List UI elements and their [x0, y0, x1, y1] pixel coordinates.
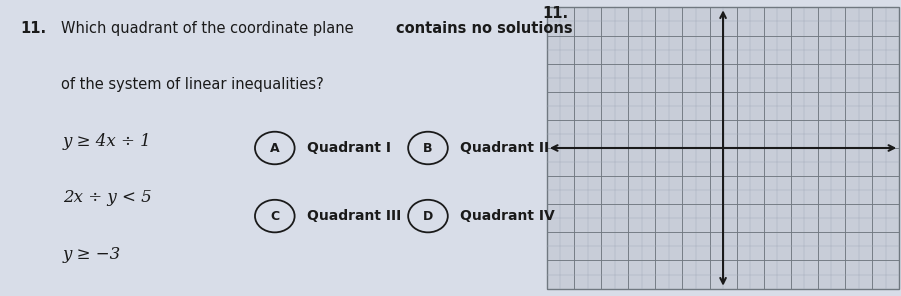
Text: Quadrant II: Quadrant II — [460, 141, 550, 155]
Text: Which quadrant of the coordinate plane: Which quadrant of the coordinate plane — [61, 21, 359, 36]
Text: 2x ÷ y < 5: 2x ÷ y < 5 — [63, 189, 152, 206]
Text: Quadrant IV: Quadrant IV — [460, 209, 555, 223]
Text: D: D — [423, 210, 433, 223]
Bar — [547, 7, 899, 289]
Text: 11.: 11. — [542, 6, 569, 21]
Text: 11.: 11. — [20, 21, 46, 36]
Text: contains no solutions: contains no solutions — [396, 21, 573, 36]
Text: Quadrant III: Quadrant III — [307, 209, 402, 223]
Text: of the system of linear inequalities?: of the system of linear inequalities? — [61, 77, 324, 92]
Text: y ≥ −3: y ≥ −3 — [63, 246, 122, 263]
Text: A: A — [270, 141, 279, 155]
Text: C: C — [270, 210, 279, 223]
Text: Quadrant I: Quadrant I — [307, 141, 391, 155]
Text: y ≥ 4x ÷ 1: y ≥ 4x ÷ 1 — [63, 133, 152, 150]
Text: B: B — [423, 141, 432, 155]
